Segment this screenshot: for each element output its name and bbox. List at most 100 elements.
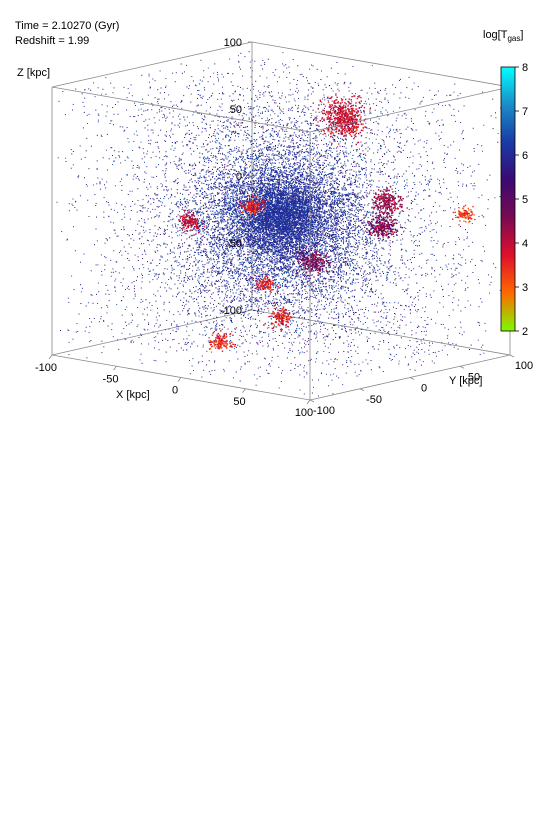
gas-particle [268,300,269,302]
gas-particle [238,251,239,253]
gas-particle [261,297,263,299]
gas-particle [112,107,114,108]
gas-particle [369,112,371,114]
gas-particle [320,289,322,291]
gas-particle [263,184,265,186]
gas-particle [207,194,209,196]
gas-particle [132,150,134,151]
gas-particle [330,311,332,313]
gas-particle [246,354,248,356]
gas-particle [375,121,377,123]
gas-particle [248,148,250,150]
gas-particle [194,313,196,315]
gas-particle [372,180,374,182]
gas-particle [397,326,399,328]
gas-particle [209,284,211,286]
gas-particle [301,152,302,154]
gas-particle [307,98,309,100]
gas-particle [196,247,198,249]
gas-particle [407,195,409,197]
gas-particle [410,346,412,348]
gas-particle [342,285,344,287]
gas-particle [298,301,300,303]
gas-particle [197,104,199,106]
gas-particle [329,287,330,289]
gas-particle [162,113,164,115]
gas-particle [370,262,372,264]
gas-particle [144,156,146,158]
gas-particle [217,234,219,236]
gas-particle [131,314,133,316]
gas-particle [106,133,108,135]
gas-particle [298,151,300,153]
gas-particle [225,317,227,319]
gas-particle [212,148,214,150]
gas-particle [444,210,446,212]
gas-particle [217,98,219,100]
gas-particle [275,340,277,342]
gas-particle [207,99,209,100]
gas-particle [331,317,333,319]
gas-particle [313,248,315,250]
gas-particle [456,172,458,174]
gas-particle [113,113,115,115]
gas-particle [266,327,268,329]
gas-particle [280,128,282,130]
gas-particle [232,200,234,202]
gas-particle [256,280,258,282]
gas-particle [208,290,209,292]
gas-particle [280,110,282,112]
gas-particle [319,192,321,194]
gas-particle [320,373,322,374]
gas-particle [293,79,295,80]
gas-particle [416,361,417,363]
gas-particle [205,204,207,206]
gas-particle [262,68,264,70]
gas-particle [370,290,372,292]
gas-particle [221,73,223,75]
gas-particle [259,97,261,98]
gas-particle [124,206,126,208]
gas-particle [178,277,180,279]
gas-particle [216,147,218,149]
gas-particle [196,226,198,228]
gas-particle [263,177,265,179]
gas-particle [204,248,206,250]
gas-particle [195,134,197,136]
gas-particle [494,197,496,199]
gas-particle [465,288,467,290]
gas-particle [457,263,459,265]
gas-particle [330,129,332,131]
gas-particle [235,123,237,125]
gas-particle [431,266,433,268]
gas-particle [276,302,277,303]
gas-particle [370,288,371,290]
gas-particle [360,226,362,228]
gas-particle [394,271,396,273]
gas-particle [413,306,415,307]
gas-particle [229,316,231,318]
gas-particle [274,337,276,339]
gas-particle [447,283,449,285]
gas-particle [93,318,95,319]
gas-particle [149,183,150,185]
gas-particle [330,67,332,69]
gas-particle [357,353,359,354]
gas-particle [209,141,211,143]
gas-particle [420,156,422,158]
gas-particle [181,72,183,74]
gas-particle [380,89,381,91]
gas-particle [248,272,250,273]
gas-particle [348,239,350,241]
gas-particle [170,333,171,335]
gas-particle [140,333,142,335]
gas-particle [403,227,405,228]
gas-particle [106,105,108,107]
gas-particle [306,247,308,249]
gas-particle [145,253,147,255]
gas-particle [188,295,190,297]
gas-particle [473,148,475,149]
gas-particle [315,237,317,239]
gas-particle [381,303,383,305]
gas-particle [470,304,472,306]
